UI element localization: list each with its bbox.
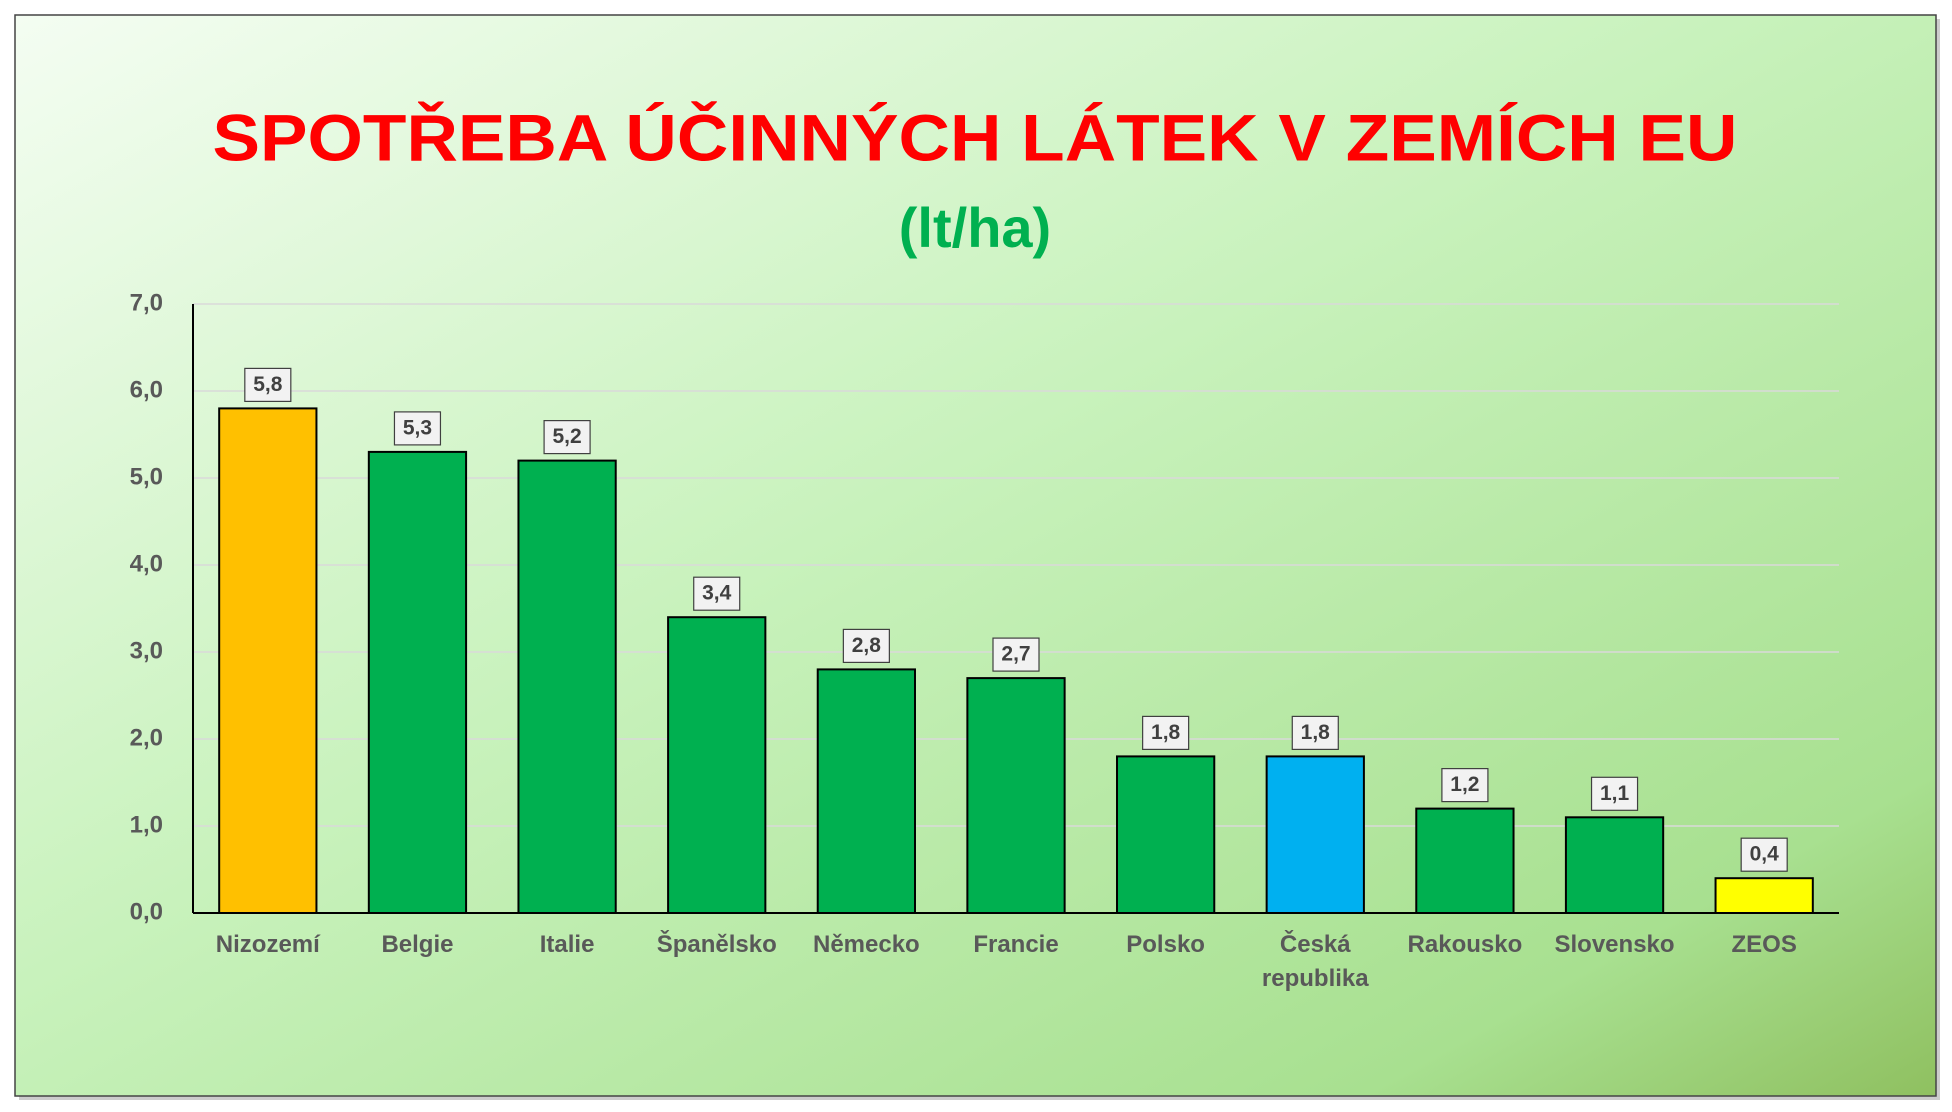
chart-frame <box>14 14 1937 1097</box>
bar <box>1714 877 1814 915</box>
y-tick-label: 5,0 <box>130 463 163 490</box>
value-label-box <box>693 576 741 611</box>
chart-title: SPOTŘEBA ÚČINNÝCH LÁTEK V ZEMÍCH EU <box>213 100 1738 174</box>
y-tick-label: 6,0 <box>130 376 163 403</box>
value-label: 2,7 <box>1001 643 1030 666</box>
x-tick-label: Španělsko <box>656 931 777 958</box>
value-label: 0,4 <box>1750 843 1780 866</box>
bar <box>1265 755 1365 915</box>
value-label-box <box>1740 837 1788 872</box>
bar <box>218 407 318 914</box>
bar <box>816 668 916 915</box>
y-tick-label: 0,0 <box>130 898 163 925</box>
value-label-box <box>543 420 591 455</box>
value-label-box <box>393 411 442 446</box>
x-tick-label: Francie <box>973 931 1059 958</box>
value-label: 1,8 <box>1301 721 1331 744</box>
value-label: 2,8 <box>852 634 882 657</box>
chart-subtitle: (lt/ha) <box>899 196 1051 259</box>
value-label: 1,2 <box>1450 773 1479 796</box>
value-label: 5,2 <box>552 425 581 448</box>
bar <box>966 677 1066 914</box>
x-tick-label: Polsko <box>1126 931 1205 958</box>
value-label: 1,8 <box>1151 721 1181 744</box>
bar <box>1415 807 1515 914</box>
y-tick-label: 3,0 <box>130 637 163 664</box>
value-label-box <box>842 628 890 664</box>
value-label: 1,1 <box>1600 782 1630 805</box>
y-tick-label: 4,0 <box>130 550 163 577</box>
y-tick-label: 2,0 <box>130 724 163 751</box>
value-label: 5,8 <box>253 373 283 396</box>
x-tick-label: Belgie <box>381 931 454 958</box>
x-tick-label: Slovensko <box>1554 931 1675 958</box>
value-label: 5,3 <box>403 416 432 439</box>
bar <box>1116 755 1216 915</box>
value-label-box <box>244 367 292 402</box>
value-label-box <box>1142 715 1190 751</box>
x-tick-label: Nizozemí <box>215 931 320 958</box>
value-label-box <box>1441 767 1489 803</box>
x-tick-label: Česká republika <box>1261 931 1369 992</box>
x-tick-label: Německo <box>812 931 920 958</box>
x-tick-label: Rakousko <box>1407 931 1523 958</box>
x-tick-label: ZEOS <box>1731 931 1797 958</box>
x-tick-label: Italie <box>539 931 595 958</box>
value-label-box <box>1291 715 1339 751</box>
value-label-box <box>1590 776 1639 811</box>
bar <box>1564 816 1665 914</box>
value-label: 3,4 <box>702 582 732 605</box>
y-tick-label: 1,0 <box>130 811 163 838</box>
y-tick-label: 7,0 <box>130 289 163 316</box>
bar <box>517 459 617 914</box>
bar <box>667 616 767 914</box>
value-label-box <box>992 637 1040 672</box>
bar <box>367 450 468 914</box>
